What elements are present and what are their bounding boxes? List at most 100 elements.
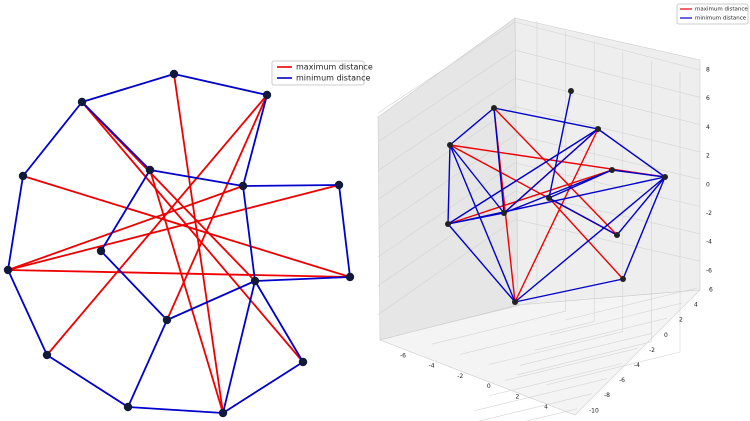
floor-pane	[379, 289, 701, 416]
legend-label: maximum distance	[296, 63, 373, 72]
edge-min	[46, 354, 129, 408]
y-tick-label: -6	[619, 377, 625, 384]
node	[298, 357, 308, 367]
node	[42, 350, 52, 360]
node	[250, 276, 260, 286]
edge-min	[127, 406, 224, 414]
legend-left: maximum distance minimum distance	[271, 60, 373, 86]
grid-line	[489, 363, 623, 396]
edge-min	[503, 169, 613, 214]
x-tick-label: -4	[429, 363, 435, 370]
edge-min	[222, 361, 304, 414]
y-tick-label: -8	[604, 392, 610, 399]
grid-line	[514, 219, 701, 262]
grid-line	[514, 162, 701, 207]
node	[145, 165, 155, 175]
z-tick-label: -2	[706, 210, 712, 217]
edge-min	[493, 107, 599, 130]
z-tick-label: 0	[706, 181, 710, 188]
y-tick-label: 4	[694, 302, 698, 309]
x-tick-label: -6	[400, 353, 406, 360]
node	[238, 181, 248, 191]
node	[123, 402, 133, 412]
node	[18, 171, 28, 181]
edge-min	[548, 169, 613, 199]
y-tick-label: 6	[709, 287, 713, 294]
edge-min	[222, 280, 256, 414]
edge-min	[242, 94, 268, 187]
node	[546, 195, 552, 201]
edge-max	[7, 184, 340, 271]
grid-line	[534, 317, 668, 351]
grid-line	[478, 393, 593, 421]
edge-min	[254, 280, 304, 363]
edge-min	[548, 197, 618, 236]
edge-min	[81, 101, 151, 171]
legend-box	[271, 60, 365, 86]
edge-min	[622, 176, 666, 280]
node	[447, 142, 453, 148]
edge-min	[7, 175, 24, 271]
x-tick-label: 0	[487, 383, 491, 390]
y-tick-label: -2	[649, 347, 655, 354]
node	[334, 180, 344, 190]
edge-max	[22, 175, 351, 278]
node	[262, 90, 272, 100]
edge-max	[7, 269, 351, 278]
z-tick-label: 2	[706, 153, 710, 160]
edge-min	[514, 278, 624, 303]
grid-line	[514, 21, 701, 71]
z-tick-label: 4	[706, 124, 710, 131]
legend-label: minimum distance	[695, 16, 747, 22]
edge-min	[242, 185, 256, 282]
edge-min	[548, 90, 572, 199]
grid-line	[514, 78, 701, 125]
grid-line	[377, 78, 516, 171]
edge-max	[81, 101, 304, 363]
grid-line	[545, 351, 681, 386]
y-tick-label: -4	[634, 362, 640, 369]
edge-min	[503, 128, 599, 214]
x-tick-label: 4	[544, 404, 548, 411]
grid-line	[504, 348, 638, 381]
z-tick-label: 8	[706, 67, 710, 74]
x-tick-label: 2	[515, 393, 519, 400]
edge-min	[149, 169, 244, 187]
edge-min	[447, 176, 666, 225]
graph-3d: 8 6 4 2 0 -2 -4 -6 -6 -4 -2 0 2 4 6 4 2 0 -2 -4 -6 -8 -10	[377, 17, 713, 421]
grid-line	[377, 134, 516, 229]
node	[3, 265, 13, 275]
edge-max	[514, 128, 599, 303]
node	[169, 69, 179, 79]
node	[345, 272, 355, 282]
edge-min	[338, 184, 351, 278]
node	[568, 88, 574, 94]
edge-min	[449, 144, 505, 214]
edge-max	[493, 107, 618, 236]
grid-line	[377, 49, 516, 143]
grid-line	[377, 162, 516, 258]
grid-line	[514, 106, 701, 153]
node	[162, 315, 172, 325]
node	[662, 174, 668, 180]
grid-line	[549, 302, 683, 336]
grid-line	[517, 341, 652, 376]
edge-max	[149, 169, 224, 414]
edge-min	[81, 73, 175, 103]
edge-min	[242, 184, 340, 187]
node	[445, 221, 451, 227]
edge-min	[100, 250, 168, 321]
node	[491, 105, 497, 111]
legend-label: maximum distance	[695, 7, 748, 13]
grid-line	[377, 190, 516, 287]
grid-line	[460, 321, 595, 355]
node	[512, 299, 518, 305]
y-tick-label: 0	[664, 332, 668, 339]
grid-line	[402, 300, 538, 335]
y-tick-label: 2	[679, 317, 683, 324]
edge-max	[7, 185, 244, 271]
edge-min	[449, 107, 495, 146]
node	[77, 97, 87, 107]
edge-max	[548, 197, 624, 280]
